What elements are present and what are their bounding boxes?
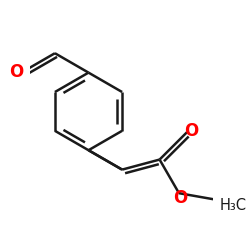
- Text: O: O: [184, 122, 199, 140]
- Text: O: O: [10, 63, 24, 81]
- Text: O: O: [173, 189, 187, 207]
- Text: H₃C: H₃C: [219, 198, 246, 213]
